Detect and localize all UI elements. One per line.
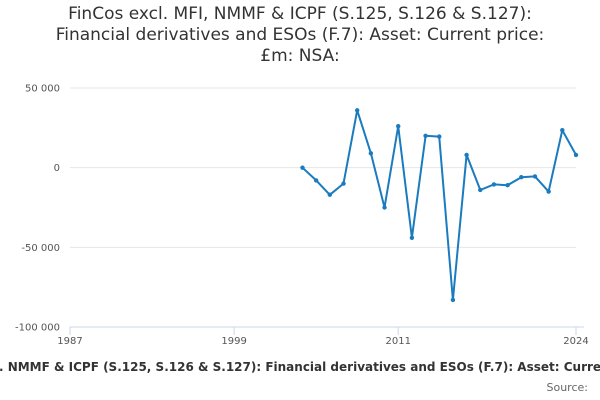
chart-title: FinCos excl. MFI, NMMF & ICPF (S.125, S.… xyxy=(55,4,545,66)
data-point xyxy=(519,175,524,180)
data-point xyxy=(300,165,305,170)
axes: 50 000 0 -50 000 -100 000 1987 1999 2011 2024 xyxy=(15,84,589,348)
x-tick-label: 2024 xyxy=(563,336,588,347)
data-point xyxy=(573,152,579,158)
data-point xyxy=(423,133,428,138)
y-tick-label: 50 000 xyxy=(25,84,60,95)
y-tick-label: 0 xyxy=(54,163,60,174)
series xyxy=(300,108,579,303)
gridlines xyxy=(70,87,576,248)
data-point xyxy=(450,297,456,303)
data-point xyxy=(491,182,497,187)
x-tick-label: 1987 xyxy=(57,336,82,347)
data-point xyxy=(546,189,551,194)
y-tick-label: -100 000 xyxy=(15,323,60,334)
y-tick-label: -50 000 xyxy=(21,243,60,254)
legend-label: . NMMF & ICPF (S.125, S.126 & S.127): Fi… xyxy=(0,360,600,374)
data-point xyxy=(354,108,360,113)
data-point xyxy=(532,174,538,179)
data-point xyxy=(341,181,346,186)
data-point xyxy=(505,182,510,188)
data-point xyxy=(560,128,565,133)
data-point xyxy=(478,187,483,193)
data-point xyxy=(464,152,469,158)
data-point xyxy=(368,151,374,156)
data-point xyxy=(409,235,415,240)
data-point xyxy=(313,178,319,183)
x-tick-label: 2011 xyxy=(385,336,410,347)
data-point xyxy=(327,192,333,197)
data-point xyxy=(396,124,401,129)
x-tick-label: 1999 xyxy=(221,336,246,347)
data-point xyxy=(382,205,387,210)
data-point xyxy=(437,134,442,139)
source-label: Source: xyxy=(547,381,589,394)
